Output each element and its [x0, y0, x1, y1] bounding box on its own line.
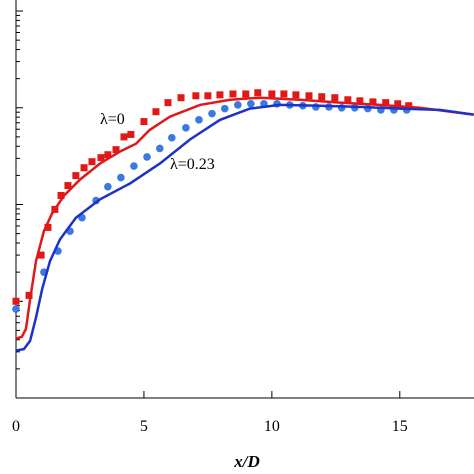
x-tick-label: 0 [12, 418, 20, 435]
data-point [104, 151, 112, 159]
data-point [268, 90, 276, 98]
data-point [318, 93, 326, 101]
x-tick-label: 10 [264, 418, 280, 435]
data-point [12, 297, 20, 305]
x-axis-label: x/D [233, 452, 260, 471]
data-point [182, 124, 190, 132]
data-point [369, 98, 377, 106]
data-point [57, 191, 65, 199]
annotation: λ=0 [100, 111, 125, 128]
data-point [25, 291, 33, 299]
data-point [12, 305, 20, 313]
data-point [216, 91, 224, 99]
data-point [234, 101, 242, 109]
data-point [88, 158, 96, 166]
data-point [72, 172, 80, 180]
data-point [168, 133, 176, 142]
data-point [127, 130, 135, 138]
data-point [247, 99, 255, 108]
data-point [130, 162, 138, 170]
data-point [254, 89, 262, 97]
data-point [356, 97, 364, 105]
data-point [112, 146, 120, 154]
data-point [120, 133, 128, 141]
data-point [80, 164, 88, 172]
data-point [37, 251, 45, 259]
data-point [292, 91, 300, 99]
data-point [204, 92, 212, 100]
x-tick-label: 5 [140, 418, 148, 435]
data-point [192, 92, 200, 100]
data-line [15, 96, 474, 340]
data-point [195, 116, 203, 124]
data-line [15, 103, 474, 352]
data-point [164, 99, 172, 107]
data-point [208, 109, 216, 118]
data-point [177, 94, 185, 102]
data-point [229, 90, 237, 98]
data-point [152, 108, 160, 116]
data-point [155, 144, 164, 153]
data-point [97, 154, 105, 162]
data-point [382, 99, 390, 107]
data-point [64, 182, 72, 190]
data-point [104, 182, 112, 191]
data-point [405, 102, 413, 110]
data-point [280, 90, 288, 98]
data-point [117, 173, 125, 182]
data-point [331, 94, 339, 102]
annotation: λ=0.23 [170, 156, 215, 173]
data-point [44, 223, 52, 231]
data-point [305, 92, 313, 100]
data-point [220, 104, 229, 113]
data-point [394, 100, 402, 108]
data-point [143, 153, 151, 161]
data-point [344, 96, 352, 104]
x-tick-label: 15 [392, 418, 408, 435]
data-point [242, 90, 250, 98]
data-point [140, 118, 148, 126]
data-point [312, 103, 320, 111]
